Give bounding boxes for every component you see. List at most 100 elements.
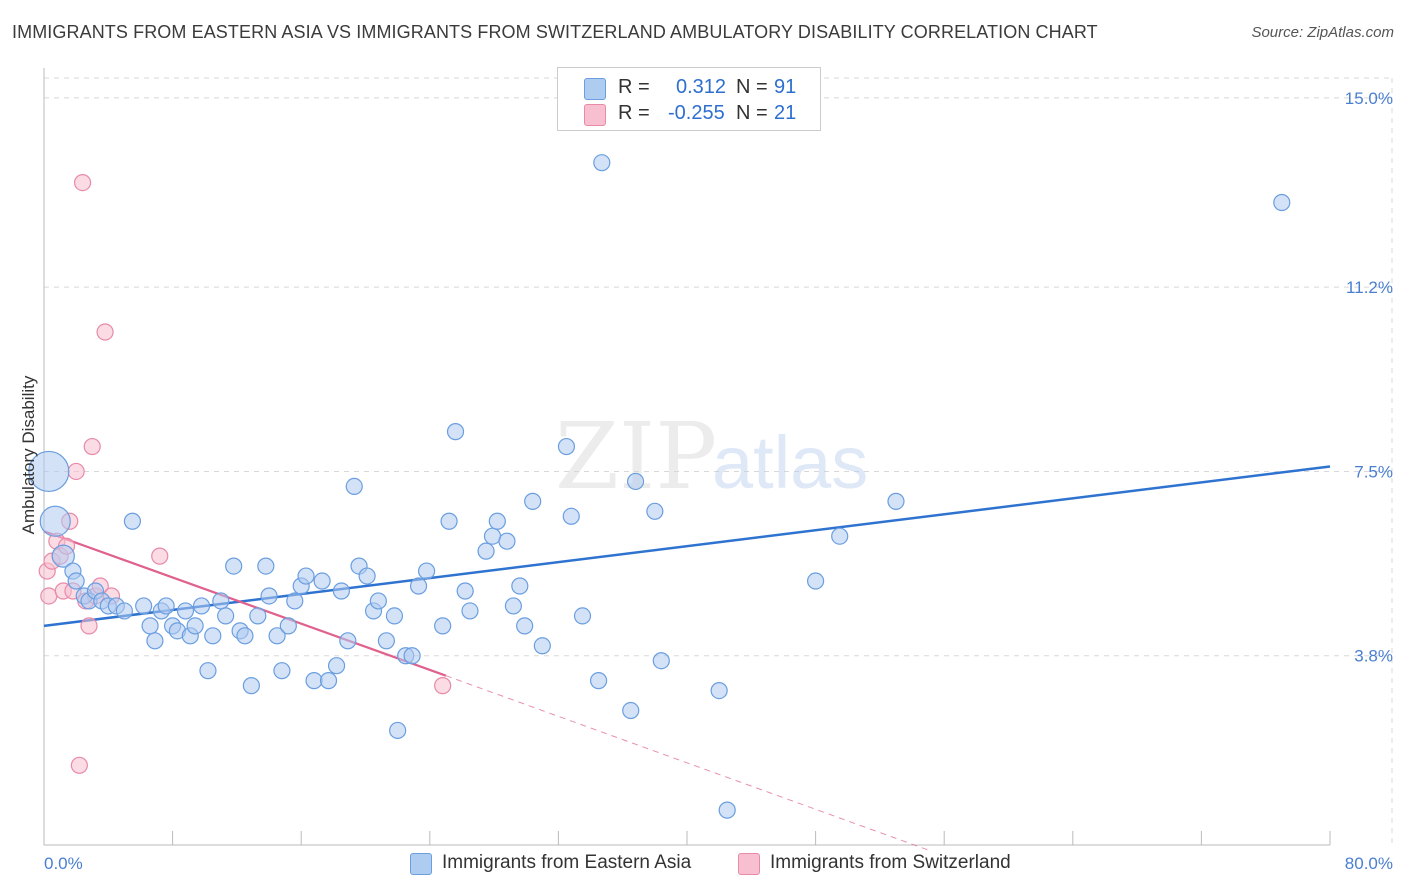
point-eastern-asia bbox=[186, 617, 204, 635]
point-eastern-asia bbox=[710, 682, 728, 700]
point-eastern-asia bbox=[319, 672, 338, 690]
bottom-legend-swatch-blue bbox=[410, 853, 432, 875]
point-switzerland bbox=[96, 323, 114, 341]
point-eastern-asia bbox=[434, 617, 452, 635]
legend-n-value: 91 bbox=[774, 76, 797, 98]
point-eastern-asia bbox=[573, 607, 592, 625]
point-eastern-asia bbox=[260, 587, 278, 605]
point-eastern-asia bbox=[135, 597, 153, 615]
point-eastern-asia bbox=[887, 492, 905, 510]
point-eastern-asia bbox=[28, 450, 70, 493]
point-eastern-asia bbox=[192, 597, 211, 615]
point-eastern-asia bbox=[242, 677, 260, 695]
point-switzerland bbox=[434, 677, 452, 695]
grid-lines bbox=[44, 77, 1393, 845]
point-eastern-asia bbox=[389, 721, 407, 740]
point-eastern-asia bbox=[456, 582, 474, 600]
point-eastern-asia bbox=[440, 512, 458, 530]
point-eastern-asia bbox=[403, 647, 421, 665]
point-eastern-asia bbox=[358, 567, 376, 585]
point-eastern-asia bbox=[305, 672, 323, 690]
point-eastern-asia bbox=[141, 617, 159, 635]
point-eastern-asia bbox=[176, 602, 195, 620]
point-eastern-asia bbox=[646, 502, 664, 520]
legend-r-value: 0.312 bbox=[676, 76, 727, 98]
point-eastern-asia bbox=[409, 577, 428, 595]
point-eastern-asia bbox=[257, 557, 275, 575]
point-eastern-asia bbox=[516, 617, 534, 635]
point-eastern-asia bbox=[593, 154, 611, 172]
data-points bbox=[28, 154, 1291, 819]
point-eastern-asia bbox=[313, 572, 331, 590]
point-eastern-asia bbox=[377, 632, 395, 650]
point-eastern-asia bbox=[67, 572, 85, 590]
point-eastern-asia bbox=[39, 505, 71, 537]
point-switzerland bbox=[151, 547, 169, 565]
point-switzerland bbox=[80, 617, 98, 635]
point-switzerland bbox=[83, 437, 101, 456]
point-eastern-asia bbox=[115, 602, 133, 620]
point-eastern-asia bbox=[369, 592, 387, 610]
point-eastern-asia bbox=[339, 632, 357, 650]
watermark: ZIP atlas bbox=[555, 403, 868, 510]
point-eastern-asia bbox=[204, 627, 222, 645]
y-tick-label: 11.2% bbox=[1346, 278, 1393, 297]
point-eastern-asia bbox=[652, 652, 670, 670]
point-switzerland bbox=[40, 587, 58, 605]
point-eastern-asia bbox=[557, 437, 576, 456]
legend-r-label: R = bbox=[618, 102, 650, 124]
point-eastern-asia bbox=[524, 492, 542, 510]
point-eastern-asia bbox=[385, 607, 404, 625]
bottom-legend-label: Immigrants from Eastern Asia bbox=[442, 852, 692, 873]
point-eastern-asia bbox=[533, 637, 551, 655]
point-eastern-asia bbox=[327, 657, 346, 675]
point-eastern-asia bbox=[286, 592, 304, 610]
point-eastern-asia bbox=[157, 597, 175, 615]
x-tick-label: 80.0% bbox=[1345, 854, 1393, 873]
point-eastern-asia bbox=[297, 567, 315, 585]
trend-lines bbox=[43, 465, 1331, 851]
trendline-eastern-asia bbox=[43, 465, 1331, 628]
bottom-legend-swatch-pink bbox=[738, 853, 760, 875]
legend: R = 0.312 N = 91 R = -0.255 N = 21 bbox=[557, 67, 821, 131]
chart-title: IMMIGRANTS FROM EASTERN ASIA VS IMMIGRAN… bbox=[12, 22, 1098, 42]
legend-r-label: R = bbox=[618, 76, 650, 98]
watermark-atlas: atlas bbox=[712, 421, 868, 504]
trendline-switzerland bbox=[43, 530, 447, 677]
point-switzerland bbox=[73, 173, 92, 192]
point-eastern-asia bbox=[483, 527, 502, 545]
point-eastern-asia bbox=[626, 472, 645, 491]
point-eastern-asia bbox=[236, 627, 254, 645]
point-eastern-asia bbox=[589, 672, 608, 690]
legend-swatch-pink bbox=[584, 104, 606, 126]
point-eastern-asia bbox=[199, 662, 217, 680]
point-eastern-asia bbox=[345, 477, 363, 496]
point-eastern-asia bbox=[212, 592, 230, 610]
point-eastern-asia bbox=[446, 423, 465, 441]
legend-n-label: N = bbox=[736, 76, 768, 98]
point-eastern-asia bbox=[217, 607, 235, 625]
point-eastern-asia bbox=[273, 662, 291, 680]
point-eastern-asia bbox=[249, 607, 267, 625]
y-tick-label: 3.8% bbox=[1354, 647, 1393, 666]
point-eastern-asia bbox=[279, 617, 297, 635]
point-eastern-asia bbox=[1273, 193, 1291, 212]
point-eastern-asia bbox=[562, 507, 580, 525]
legend-swatch-blue bbox=[584, 78, 606, 100]
y-tick-label: 15.0% bbox=[1345, 89, 1393, 108]
legend-n-label: N = bbox=[736, 102, 768, 124]
point-eastern-asia bbox=[504, 597, 522, 615]
point-eastern-asia bbox=[146, 632, 164, 650]
point-eastern-asia bbox=[718, 801, 736, 819]
point-eastern-asia bbox=[806, 572, 825, 590]
x-tick-label: 0.0% bbox=[44, 854, 83, 873]
legend-n-value: 21 bbox=[774, 102, 797, 124]
point-eastern-asia bbox=[268, 627, 286, 645]
y-tick-label: 7.5% bbox=[1354, 462, 1393, 481]
point-eastern-asia bbox=[831, 527, 849, 545]
source-label: Source: ZipAtlas.com bbox=[1251, 24, 1394, 41]
point-eastern-asia bbox=[488, 512, 506, 530]
point-eastern-asia bbox=[51, 544, 75, 568]
tick-labels: 3.8% 7.5% 11.2% 15.0% 0.0% 80.0% bbox=[44, 89, 1393, 873]
